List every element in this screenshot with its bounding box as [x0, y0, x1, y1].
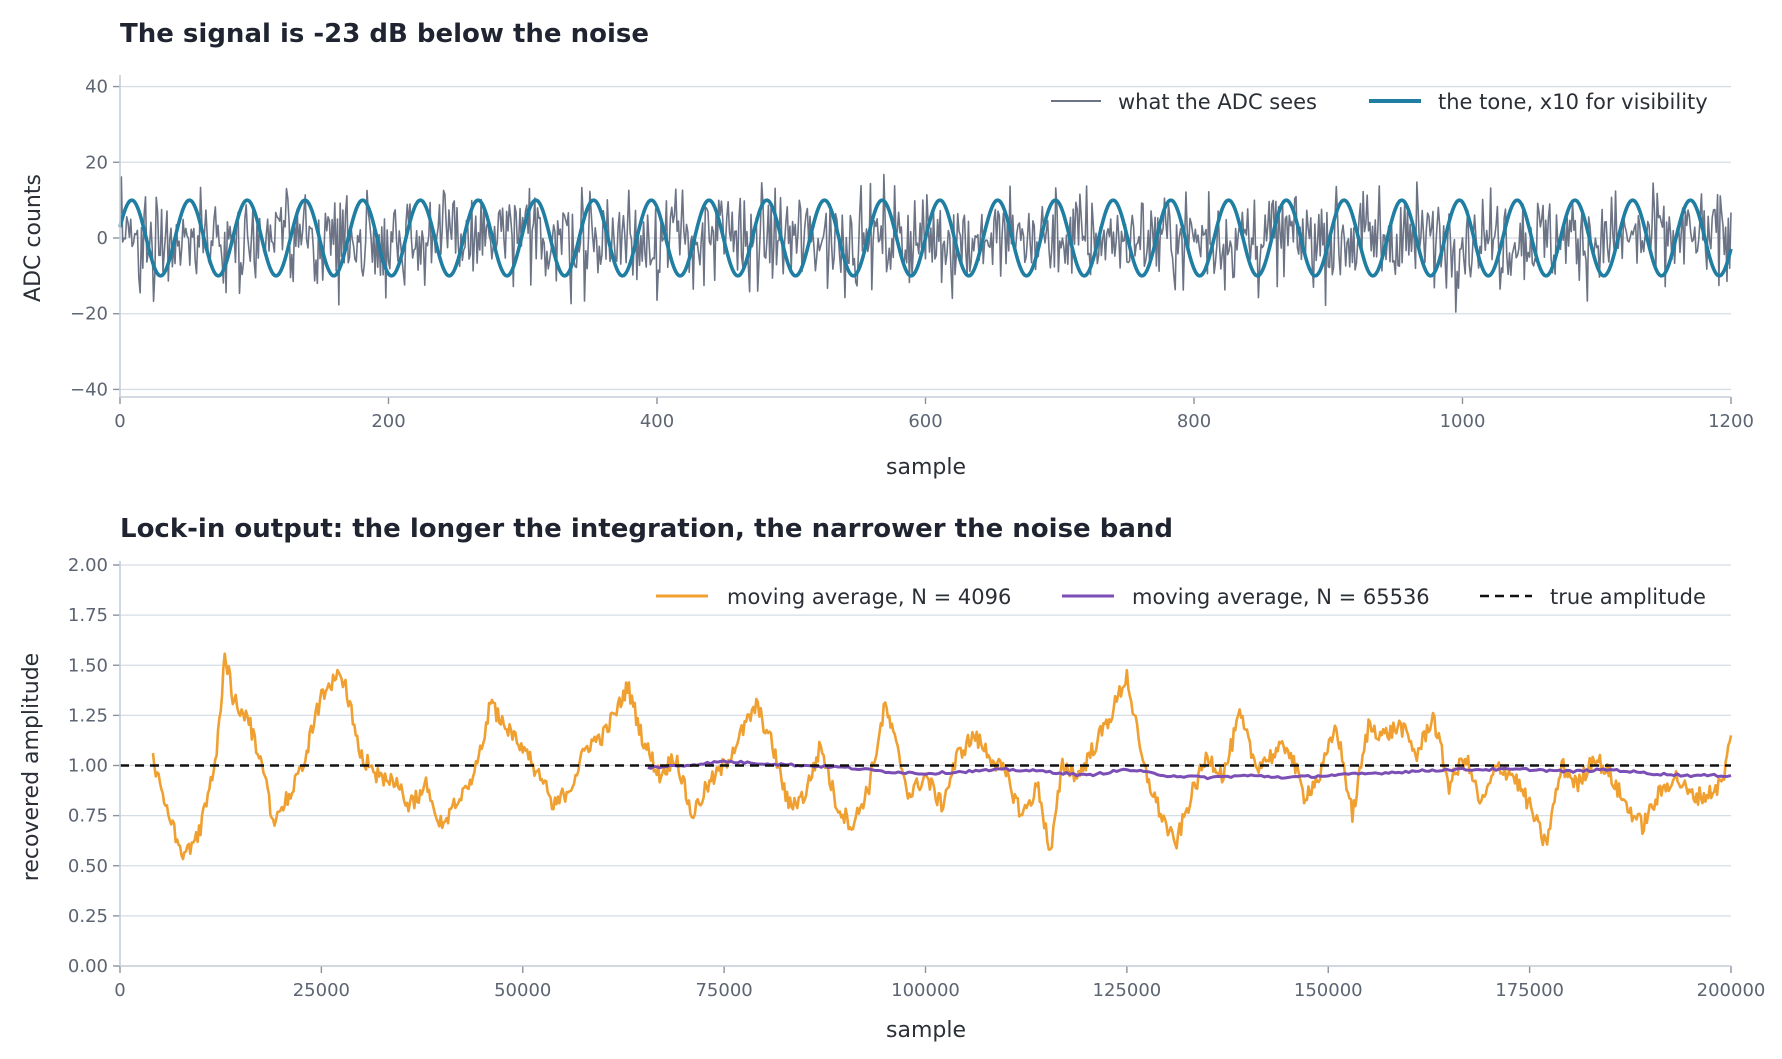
- panel-2-y-axis-label: recovered amplitude: [19, 653, 44, 881]
- panel-1-y-tick-label: 20: [85, 152, 108, 173]
- panel-2-y-tick-label: 0.50: [68, 856, 108, 877]
- panel-1-legend: what the ADC sees the tone, x10 for visi…: [1051, 90, 1708, 114]
- panel-1-x-tick-label: 1000: [1440, 411, 1486, 432]
- panel-1-x-tick-label: 800: [1177, 411, 1211, 432]
- panel-2-x-tick-label: 100000: [891, 980, 960, 1001]
- panel-2-y-tick-label: 1.25: [68, 705, 108, 726]
- panel-2-x-tick-label: 25000: [293, 980, 350, 1001]
- panel-1-y-tick-label: −40: [70, 379, 108, 400]
- series-adc-line: [119, 173, 1732, 313]
- panel-1-series: [118, 173, 1733, 313]
- legend-label-n65536: moving average, N = 65536: [1132, 585, 1430, 609]
- panel-2-y-tick-label: 0.00: [68, 956, 108, 977]
- panel-2-x-tick-label: 200000: [1697, 980, 1766, 1001]
- panel-1-y-tick-label: 40: [85, 77, 108, 98]
- panel-1-x-tick-label: 0: [114, 411, 125, 432]
- panel-2-y-tick-label: 1.00: [68, 756, 108, 777]
- panel-1-y-tick-label: 0: [97, 228, 108, 249]
- panel-1-x-tick-label: 1200: [1708, 411, 1754, 432]
- panel-1-y-axis-label: ADC counts: [21, 174, 46, 302]
- panel-1-x-tick-label: 200: [371, 411, 405, 432]
- legend-label-true: true amplitude: [1550, 585, 1706, 609]
- panel-2-x-tick-label: 0: [114, 980, 125, 1001]
- series-ma-65536-line: [647, 759, 1732, 781]
- panel-2-series: [120, 652, 1733, 861]
- series-ma-4096-line: [151, 652, 1733, 861]
- panel-2-title: Lock-in output: the longer the integrati…: [120, 514, 1173, 544]
- panel-2-y-tick-label: 1.50: [68, 655, 108, 676]
- panel-1: The signal is -23 dB below the noise −40…: [21, 19, 1754, 480]
- panel-1-x-tick-label: 600: [908, 411, 942, 432]
- series-tone-line: [118, 198, 1733, 278]
- legend-label-n4096: moving average, N = 4096: [727, 585, 1011, 609]
- panel-2-y-tick-label: 0.25: [68, 906, 108, 927]
- panel-2-y-tick-label: 2.00: [68, 555, 108, 576]
- panel-2-x-axis-label: sample: [886, 1018, 966, 1043]
- panel-1-spines: [119, 75, 1731, 398]
- panel-2-x-tick-label: 125000: [1093, 980, 1162, 1001]
- panel-2-ticks: 0.00 0.25 0.50 0.75 1.00 1.25 1.50 1.75 2.00 0 250…: [68, 555, 1765, 1001]
- legend-label-tone: the tone, x10 for visibility: [1438, 90, 1708, 114]
- panel-1-y-tick-label: −20: [70, 304, 108, 325]
- panel-2-x-tick-label: 75000: [695, 980, 752, 1001]
- panel-2: Lock-in output: the longer the integrati…: [19, 514, 1765, 1043]
- panel-2-x-tick-label: 50000: [494, 980, 551, 1001]
- legend-label-adc: what the ADC sees: [1118, 90, 1317, 114]
- panel-2-x-tick-label: 150000: [1294, 980, 1363, 1001]
- panel-2-y-tick-label: 0.75: [68, 806, 108, 827]
- panel-1-x-axis-label: sample: [886, 455, 966, 480]
- panel-1-x-tick-label: 400: [640, 411, 674, 432]
- panel-2-legend: moving average, N = 4096 moving average,…: [656, 585, 1706, 609]
- panel-2-x-tick-label: 175000: [1495, 980, 1564, 1001]
- panel-2-spines: [119, 561, 1731, 967]
- panel-2-y-tick-label: 1.75: [68, 605, 108, 626]
- panel-1-title: The signal is -23 dB below the noise: [120, 19, 649, 49]
